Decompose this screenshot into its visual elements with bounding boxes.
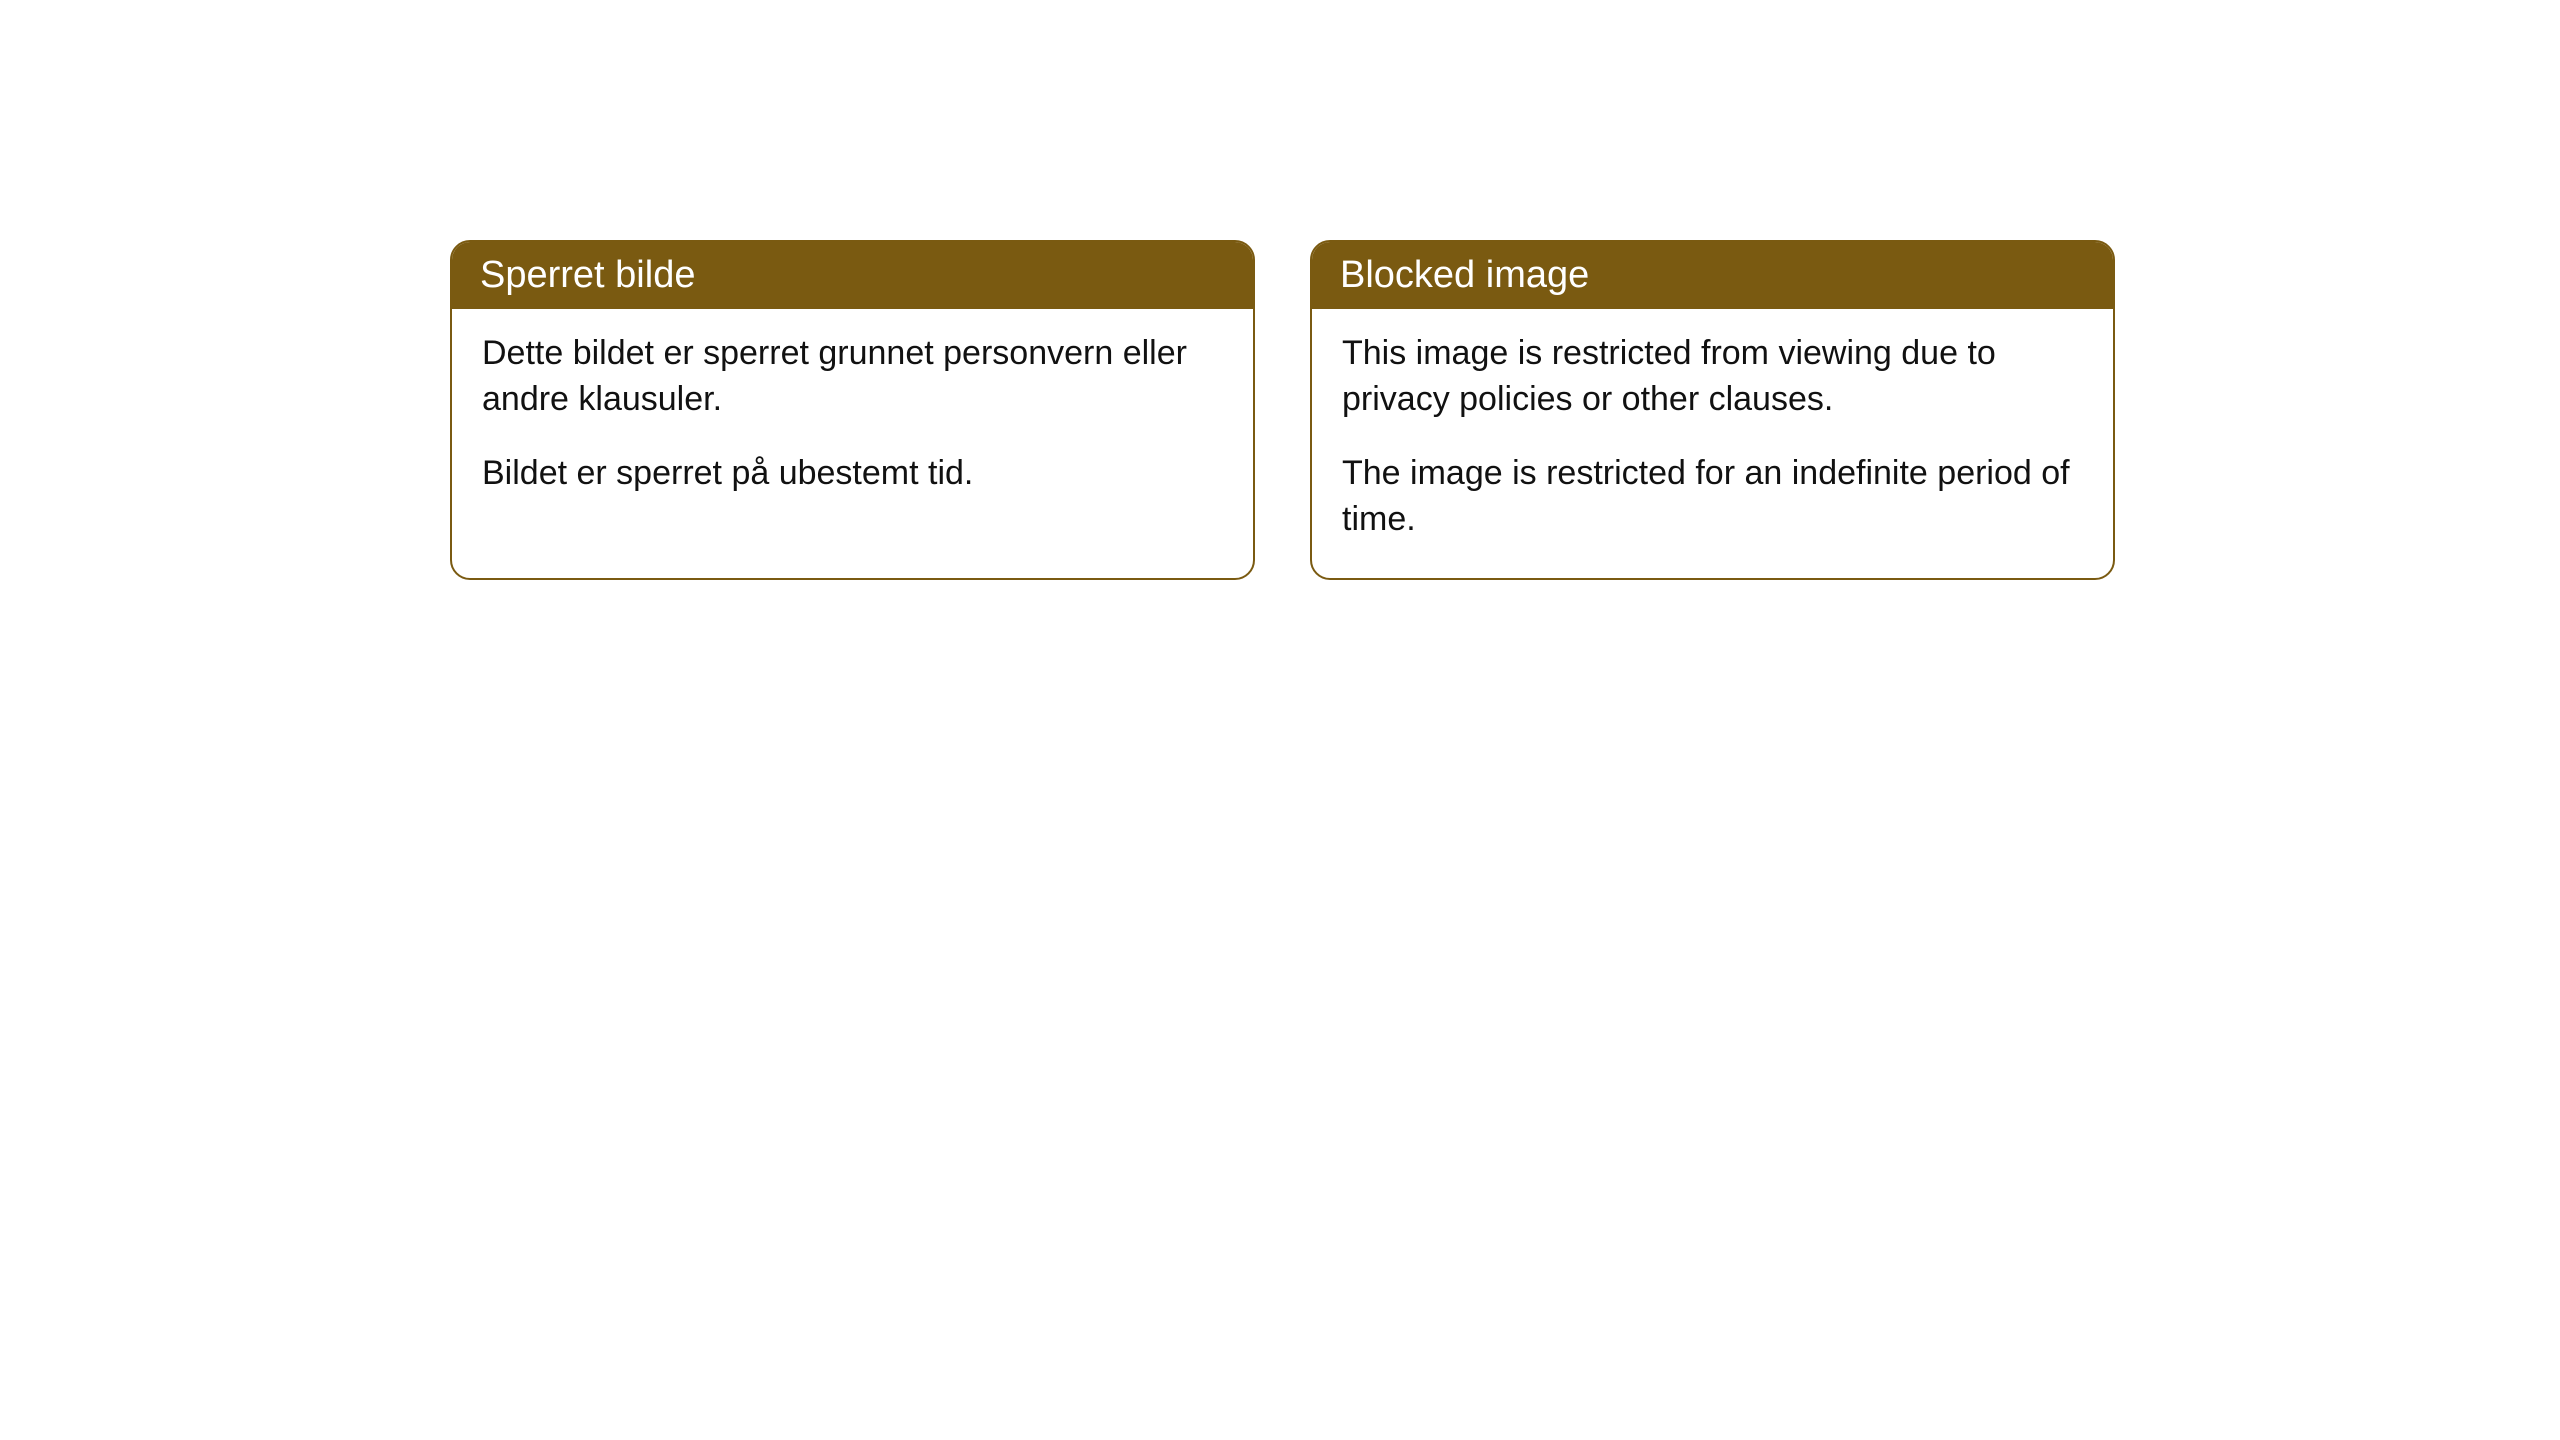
card-title-en: Blocked image <box>1312 242 2113 309</box>
card-title-no: Sperret bilde <box>452 242 1253 309</box>
blocked-image-card-no: Sperret bilde Dette bildet er sperret gr… <box>450 240 1255 580</box>
card-no-para2: Bildet er sperret på ubestemt tid. <box>482 451 1223 497</box>
card-body-en: This image is restricted from viewing du… <box>1312 309 2113 578</box>
card-body-no: Dette bildet er sperret grunnet personve… <box>452 309 1253 532</box>
card-no-para1: Dette bildet er sperret grunnet personve… <box>482 331 1223 423</box>
card-en-para1: This image is restricted from viewing du… <box>1342 331 2083 423</box>
blocked-image-card-en: Blocked image This image is restricted f… <box>1310 240 2115 580</box>
card-container: Sperret bilde Dette bildet er sperret gr… <box>450 240 2560 580</box>
card-en-para2: The image is restricted for an indefinit… <box>1342 451 2083 543</box>
